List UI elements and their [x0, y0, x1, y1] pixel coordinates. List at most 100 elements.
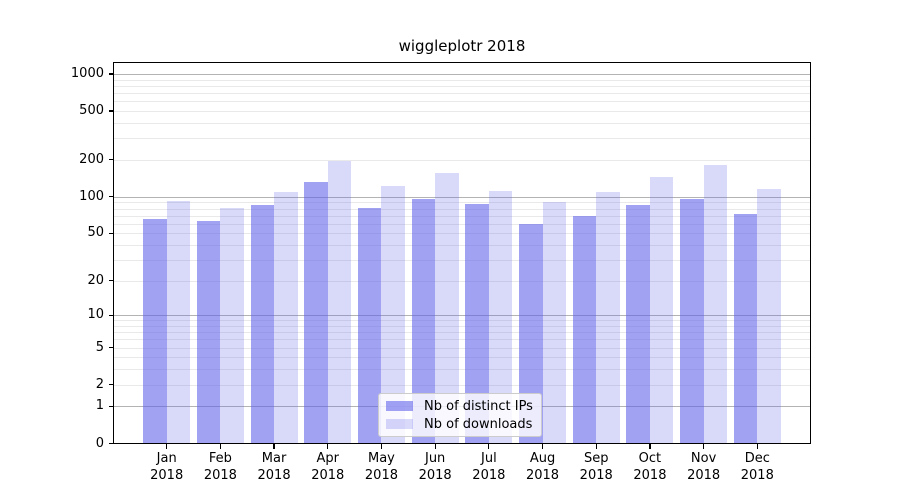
gridline-minor: [113, 208, 811, 210]
legend-row-distinct-ips: Nb of distinct IPs: [379, 399, 541, 414]
bar-downloads-aug: [542, 201, 567, 444]
x-tick-year: 2018: [311, 467, 345, 483]
x-tick-year: 2018: [579, 467, 613, 483]
x-tick-label: Aug 2018: [515, 450, 571, 484]
x-tick-mark: [488, 444, 490, 449]
legend-label-downloads: Nb of downloads: [424, 416, 533, 432]
gridline-minor: [113, 369, 811, 371]
x-tick-year: 2018: [203, 467, 237, 483]
x-tick-mark: [166, 444, 168, 449]
bar-distinct-ips-apr: [304, 182, 328, 444]
bar-distinct-ips-may: [357, 207, 382, 444]
y-tick-mark: [108, 159, 113, 161]
x-tick-year: 2018: [418, 467, 452, 483]
x-tick-label: Jun 2018: [407, 450, 463, 484]
y-tick-label: 2: [95, 376, 104, 392]
y-tick-label: 200: [79, 151, 104, 167]
x-tick-mark: [273, 444, 275, 449]
gridline-minor: [113, 244, 811, 246]
bar-downloads-dec: [757, 189, 781, 444]
x-tick-year: 2018: [740, 467, 774, 483]
bar-downloads-sep: [596, 192, 620, 444]
legend-row-downloads: Nb of downloads: [379, 416, 541, 432]
gridline-minor: [113, 101, 811, 103]
bar-downloads-may: [381, 186, 405, 444]
y-tick-mark: [108, 280, 113, 282]
y-tick-mark: [108, 442, 113, 445]
x-tick-mark: [703, 444, 705, 449]
gridline-minor: [113, 233, 811, 235]
bar-distinct-ips-feb: [196, 221, 221, 444]
gridline-minor: [113, 202, 811, 204]
y-tick-mark: [108, 405, 113, 408]
y-tick-mark: [108, 232, 113, 234]
bar-distinct-ips-sep: [572, 215, 597, 444]
bar-downloads-feb: [220, 207, 244, 444]
plot-area: [113, 62, 811, 444]
x-tick-year: 2018: [257, 467, 291, 483]
x-tick-year: 2018: [633, 467, 667, 483]
x-tick-year: 2018: [472, 467, 506, 483]
legend: Nb of distinct IPs Nb of downloads: [378, 393, 542, 437]
bar-downloads-oct: [649, 176, 674, 444]
x-tick-mark: [327, 444, 329, 449]
bar-downloads-jan: [166, 201, 191, 444]
bar-distinct-ips-jul: [465, 204, 489, 444]
x-tick-mark: [434, 444, 436, 449]
gridline-minor: [113, 159, 811, 161]
x-tick-label: May 2018: [353, 450, 409, 484]
x-tick-mark: [219, 444, 221, 449]
gridline-minor: [113, 384, 811, 386]
x-tick-label: Jan 2018: [139, 450, 195, 484]
gridline-minor: [113, 320, 811, 322]
gridline-minor: [113, 259, 811, 261]
gridline-minor: [113, 85, 811, 87]
gridline-minor: [113, 223, 811, 225]
x-tick-year: 2018: [687, 467, 721, 483]
y-tick-label: 1000: [70, 66, 104, 82]
x-tick-label: Apr 2018: [300, 450, 356, 484]
chart-title: wiggleplotr 2018: [398, 37, 526, 55]
y-tick-label: 5: [95, 339, 104, 355]
gridline-major: [113, 315, 811, 317]
bar-distinct-ips-aug: [519, 223, 543, 444]
bar-distinct-ips-oct: [626, 205, 650, 444]
gridline-major: [113, 196, 811, 198]
gridline-minor: [113, 332, 811, 334]
legend-swatch-distinct-ips: [386, 401, 413, 411]
y-tick-label: 500: [79, 103, 104, 119]
y-tick-label: 100: [79, 188, 104, 204]
gridline-minor: [113, 357, 811, 359]
x-tick-label: Nov 2018: [676, 450, 732, 484]
y-tick-label: 50: [87, 225, 104, 241]
legend-swatch-downloads: [386, 419, 413, 429]
x-tick-label: Jul 2018: [461, 450, 517, 484]
bar-downloads-jun: [435, 173, 459, 444]
bar-downloads-apr: [327, 160, 352, 444]
bar-downloads-jul: [488, 190, 513, 444]
y-tick-mark: [108, 73, 113, 75]
x-tick-mark: [595, 444, 597, 449]
bar-distinct-ips-jan: [143, 218, 167, 444]
gridline-minor: [113, 339, 811, 341]
gridline-minor: [113, 138, 811, 140]
bar-distinct-ips-mar: [250, 205, 275, 444]
gridline-major: [113, 74, 811, 76]
gridline-minor: [113, 326, 811, 327]
gridline-minor: [113, 347, 811, 349]
y-tick-mark: [108, 384, 113, 386]
bar-distinct-ips-nov: [680, 199, 704, 444]
y-tick-label: 10: [87, 307, 104, 323]
x-tick-mark: [380, 444, 383, 449]
y-tick-label: 1: [95, 398, 104, 414]
y-tick-mark: [108, 347, 113, 349]
gridline-minor: [113, 280, 811, 282]
x-tick-label: Mar 2018: [246, 450, 302, 484]
x-tick-label: Dec 2018: [729, 450, 785, 484]
x-tick-mark: [756, 444, 758, 449]
bar-distinct-ips-jun: [411, 199, 436, 444]
y-tick-mark: [108, 110, 113, 112]
x-tick-year: 2018: [525, 467, 560, 483]
gridline-minor: [113, 122, 811, 124]
